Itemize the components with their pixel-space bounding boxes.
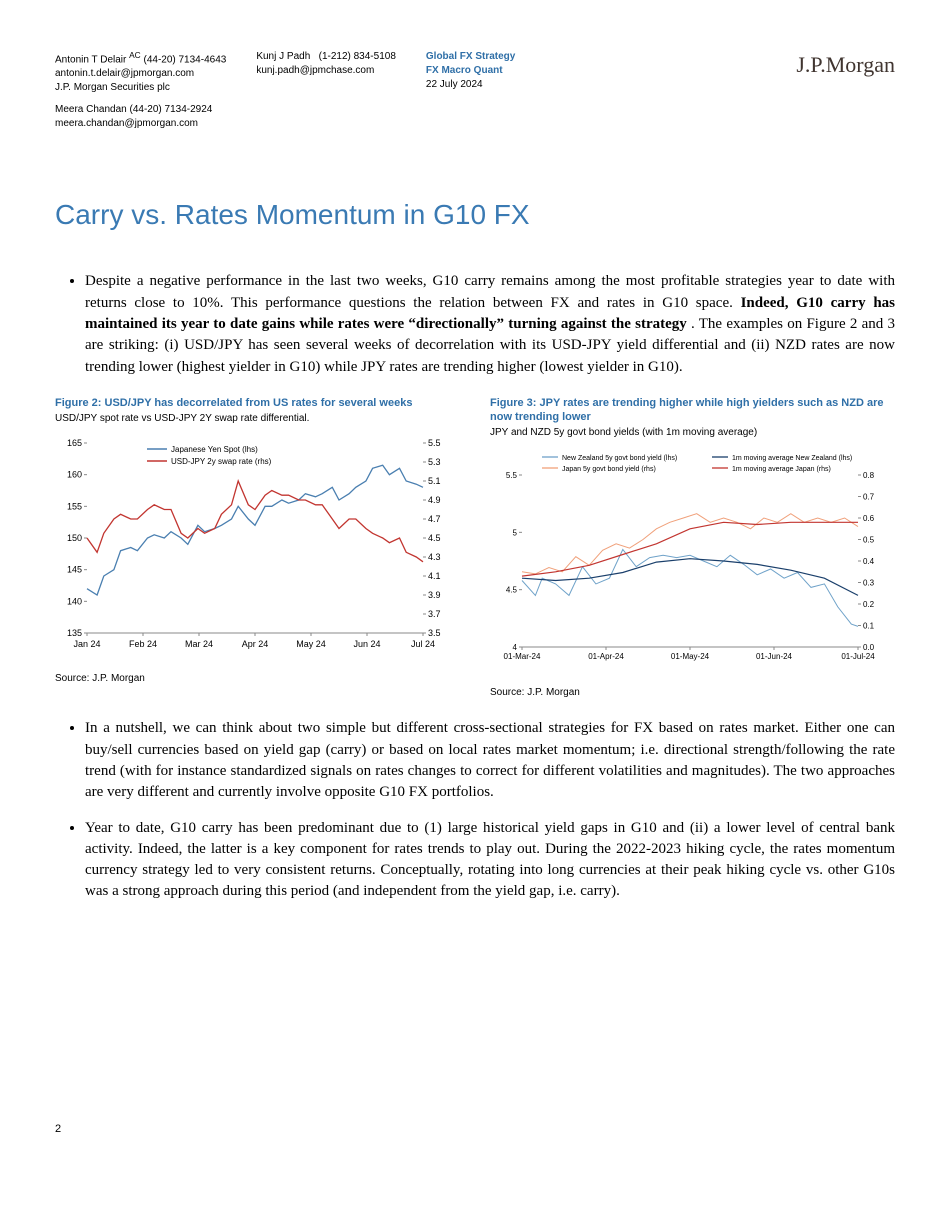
author-name: Kunj J Padh bbox=[256, 51, 310, 62]
svg-text:3.7: 3.7 bbox=[428, 609, 441, 619]
figure-2-source: Source: J.P. Morgan bbox=[55, 673, 460, 684]
svg-text:0.8: 0.8 bbox=[863, 471, 875, 480]
svg-text:Japanese Yen Spot (lhs): Japanese Yen Spot (lhs) bbox=[171, 445, 258, 454]
author-phone: (1-212) 834-5108 bbox=[319, 51, 396, 62]
svg-text:Jun 24: Jun 24 bbox=[353, 639, 380, 649]
figure-3: Figure 3: JPY rates are trending higher … bbox=[490, 396, 895, 699]
svg-text:155: 155 bbox=[67, 501, 82, 511]
svg-text:USD-JPY 2y swap rate (rhs): USD-JPY 2y swap rate (rhs) bbox=[171, 457, 272, 466]
strategy-line2: FX Macro Quant bbox=[426, 64, 515, 78]
author-phone: (44-20) 7134-2924 bbox=[130, 104, 213, 115]
svg-text:01-Apr-24: 01-Apr-24 bbox=[588, 652, 624, 661]
svg-text:Feb 24: Feb 24 bbox=[129, 639, 157, 649]
page-title: Carry vs. Rates Momentum in G10 FX bbox=[55, 199, 895, 231]
figure-2-title: Figure 2: USD/JPY has decorrelated from … bbox=[55, 396, 460, 410]
svg-text:May 24: May 24 bbox=[296, 639, 326, 649]
author-name: Antonin T Delair bbox=[55, 54, 126, 65]
svg-text:1m moving average New Zealand: 1m moving average New Zealand (lhs) bbox=[732, 455, 852, 462]
bullet-list-bottom: In a nutshell, we can think about two si… bbox=[55, 718, 895, 902]
svg-text:01-Jul-24: 01-Jul-24 bbox=[841, 652, 875, 661]
svg-text:4.5: 4.5 bbox=[428, 533, 441, 543]
svg-text:Jan 24: Jan 24 bbox=[73, 639, 100, 649]
svg-text:01-May-24: 01-May-24 bbox=[671, 652, 710, 661]
author-email: antonin.t.delair@jpmorgan.com bbox=[55, 68, 194, 79]
svg-text:New Zealand 5y govt bond yield: New Zealand 5y govt bond yield (lhs) bbox=[562, 455, 677, 462]
figure-2-subtitle: USD/JPY spot rate vs USD-JPY 2Y swap rat… bbox=[55, 412, 460, 425]
svg-text:4.5: 4.5 bbox=[506, 586, 518, 595]
figure-3-chart: 4 4.5 5 5.5 0.0 0.1 0.2 0.3 0.4 0.5 0.6 0.7 0.8 01-Ma… bbox=[490, 447, 890, 677]
svg-text:Jul 24: Jul 24 bbox=[411, 639, 435, 649]
svg-text:0.1: 0.1 bbox=[863, 622, 875, 631]
svg-text:0.5: 0.5 bbox=[863, 536, 875, 545]
svg-text:4.9: 4.9 bbox=[428, 495, 441, 505]
svg-text:5: 5 bbox=[513, 529, 518, 538]
strategy-block: Global FX Strategy FX Macro Quant 22 Jul… bbox=[426, 50, 515, 139]
author-email: meera.chandan@jpmorgan.com bbox=[55, 118, 198, 129]
svg-text:4.7: 4.7 bbox=[428, 514, 441, 524]
author-block: Antonin T Delair AC (44-20) 7134-4643 an… bbox=[55, 50, 226, 95]
svg-text:150: 150 bbox=[67, 533, 82, 543]
svg-text:Mar 24: Mar 24 bbox=[185, 639, 213, 649]
svg-text:165: 165 bbox=[67, 438, 82, 448]
figures-row: Figure 2: USD/JPY has decorrelated from … bbox=[55, 396, 895, 699]
svg-text:1m moving average Japan (rhs): 1m moving average Japan (rhs) bbox=[732, 466, 831, 473]
figure-2: Figure 2: USD/JPY has decorrelated from … bbox=[55, 396, 460, 699]
author-org: J.P. Morgan Securities plc bbox=[55, 82, 170, 93]
figure-3-source: Source: J.P. Morgan bbox=[490, 687, 895, 698]
svg-text:5.5: 5.5 bbox=[428, 438, 441, 448]
svg-text:4.1: 4.1 bbox=[428, 571, 441, 581]
author-phone: (44-20) 7134-4643 bbox=[143, 54, 226, 65]
svg-text:145: 145 bbox=[67, 565, 82, 575]
svg-text:0.0: 0.0 bbox=[863, 643, 875, 652]
svg-text:0.6: 0.6 bbox=[863, 514, 875, 523]
authors-column-2: Kunj J Padh (1-212) 834-5108 kunj.padh@j… bbox=[256, 50, 396, 139]
author-name: Meera Chandan bbox=[55, 104, 127, 115]
svg-text:01-Jun-24: 01-Jun-24 bbox=[756, 652, 793, 661]
svg-text:5.1: 5.1 bbox=[428, 476, 441, 486]
svg-text:0.3: 0.3 bbox=[863, 579, 875, 588]
strategy-date: 22 July 2024 bbox=[426, 78, 515, 92]
page-header: Antonin T Delair AC (44-20) 7134-4643 an… bbox=[55, 50, 895, 139]
author-block: Meera Chandan (44-20) 7134-2924 meera.ch… bbox=[55, 103, 226, 131]
svg-text:0.4: 0.4 bbox=[863, 557, 875, 566]
bullet-2: In a nutshell, we can think about two si… bbox=[85, 718, 895, 803]
bullet-3: Year to date, G10 carry has been predomi… bbox=[85, 818, 895, 903]
svg-text:135: 135 bbox=[67, 628, 82, 638]
figure-2-chart: 135 140 145 150 155 160 165 3.5 3.7 3.9 4.1 4.3 4.5 4… bbox=[55, 433, 455, 663]
page-number: 2 bbox=[55, 1123, 895, 1135]
header-left: Antonin T Delair AC (44-20) 7134-4643 an… bbox=[55, 50, 796, 139]
svg-text:0.2: 0.2 bbox=[863, 600, 875, 609]
svg-text:4: 4 bbox=[513, 643, 518, 652]
figure-3-title: Figure 3: JPY rates are trending higher … bbox=[490, 396, 895, 425]
svg-text:3.9: 3.9 bbox=[428, 590, 441, 600]
authors-column-1: Antonin T Delair AC (44-20) 7134-4643 an… bbox=[55, 50, 226, 139]
bullet-1: Despite a negative performance in the la… bbox=[85, 271, 895, 377]
author-sup: AC bbox=[129, 50, 141, 60]
svg-text:160: 160 bbox=[67, 470, 82, 480]
jpmorgan-logo: J.P.Morgan bbox=[796, 50, 895, 81]
bullet-list-top: Despite a negative performance in the la… bbox=[55, 271, 895, 377]
svg-text:5.5: 5.5 bbox=[506, 471, 518, 480]
svg-text:140: 140 bbox=[67, 596, 82, 606]
svg-text:0.7: 0.7 bbox=[863, 493, 875, 502]
figure-3-subtitle: JPY and NZD 5y govt bond yields (with 1m… bbox=[490, 426, 895, 439]
svg-text:01-Mar-24: 01-Mar-24 bbox=[504, 652, 541, 661]
author-block: Kunj J Padh (1-212) 834-5108 kunj.padh@j… bbox=[256, 50, 396, 78]
svg-text:Apr 24: Apr 24 bbox=[242, 639, 269, 649]
svg-text:4.3: 4.3 bbox=[428, 552, 441, 562]
svg-text:5.3: 5.3 bbox=[428, 457, 441, 467]
svg-text:Japan 5y govt bond yield (rhs): Japan 5y govt bond yield (rhs) bbox=[562, 466, 656, 473]
strategy-line1: Global FX Strategy bbox=[426, 50, 515, 64]
author-email: kunj.padh@jpmchase.com bbox=[256, 65, 374, 76]
svg-text:3.5: 3.5 bbox=[428, 628, 441, 638]
